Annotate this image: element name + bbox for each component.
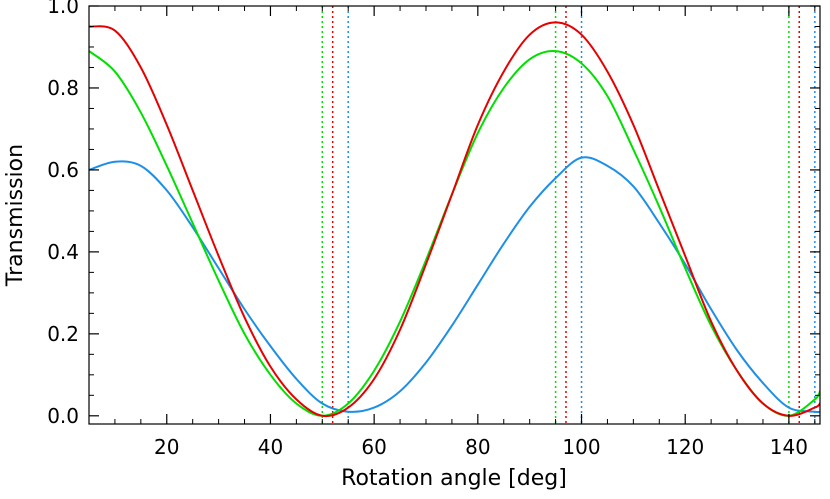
y-tick-label: 0.2 <box>47 322 79 346</box>
vertical-marker-lines <box>321 6 816 424</box>
axis-ticks: 20 40 60 80 100 120 140 0.0 0.2 0.4 0.6 0.8 1.0 <box>47 0 820 459</box>
y-tick-label: 1.0 <box>47 0 79 18</box>
x-tick-label: 100 <box>562 435 600 459</box>
y-axis-title: Transmission <box>3 144 28 287</box>
x-axis-title: Rotation angle [deg] <box>341 466 567 491</box>
x-tick-label: 80 <box>465 435 490 459</box>
x-tick-label: 20 <box>154 435 179 459</box>
x-tick-label: 60 <box>361 435 386 459</box>
y-tick-label: 0.4 <box>47 240 79 264</box>
x-tick-label: 120 <box>666 435 704 459</box>
series-line-3 <box>89 21 820 418</box>
series-line-1 <box>89 156 820 414</box>
plot-frame <box>88 5 821 425</box>
y-tick-label: 0.8 <box>47 76 79 100</box>
x-tick-label: 40 <box>258 435 283 459</box>
y-tick-label: 0.6 <box>47 158 79 182</box>
data-series <box>89 21 820 418</box>
series-line-2 <box>89 49 820 417</box>
x-tick-label: 140 <box>770 435 808 459</box>
y-tick-label: 0.0 <box>47 404 79 428</box>
